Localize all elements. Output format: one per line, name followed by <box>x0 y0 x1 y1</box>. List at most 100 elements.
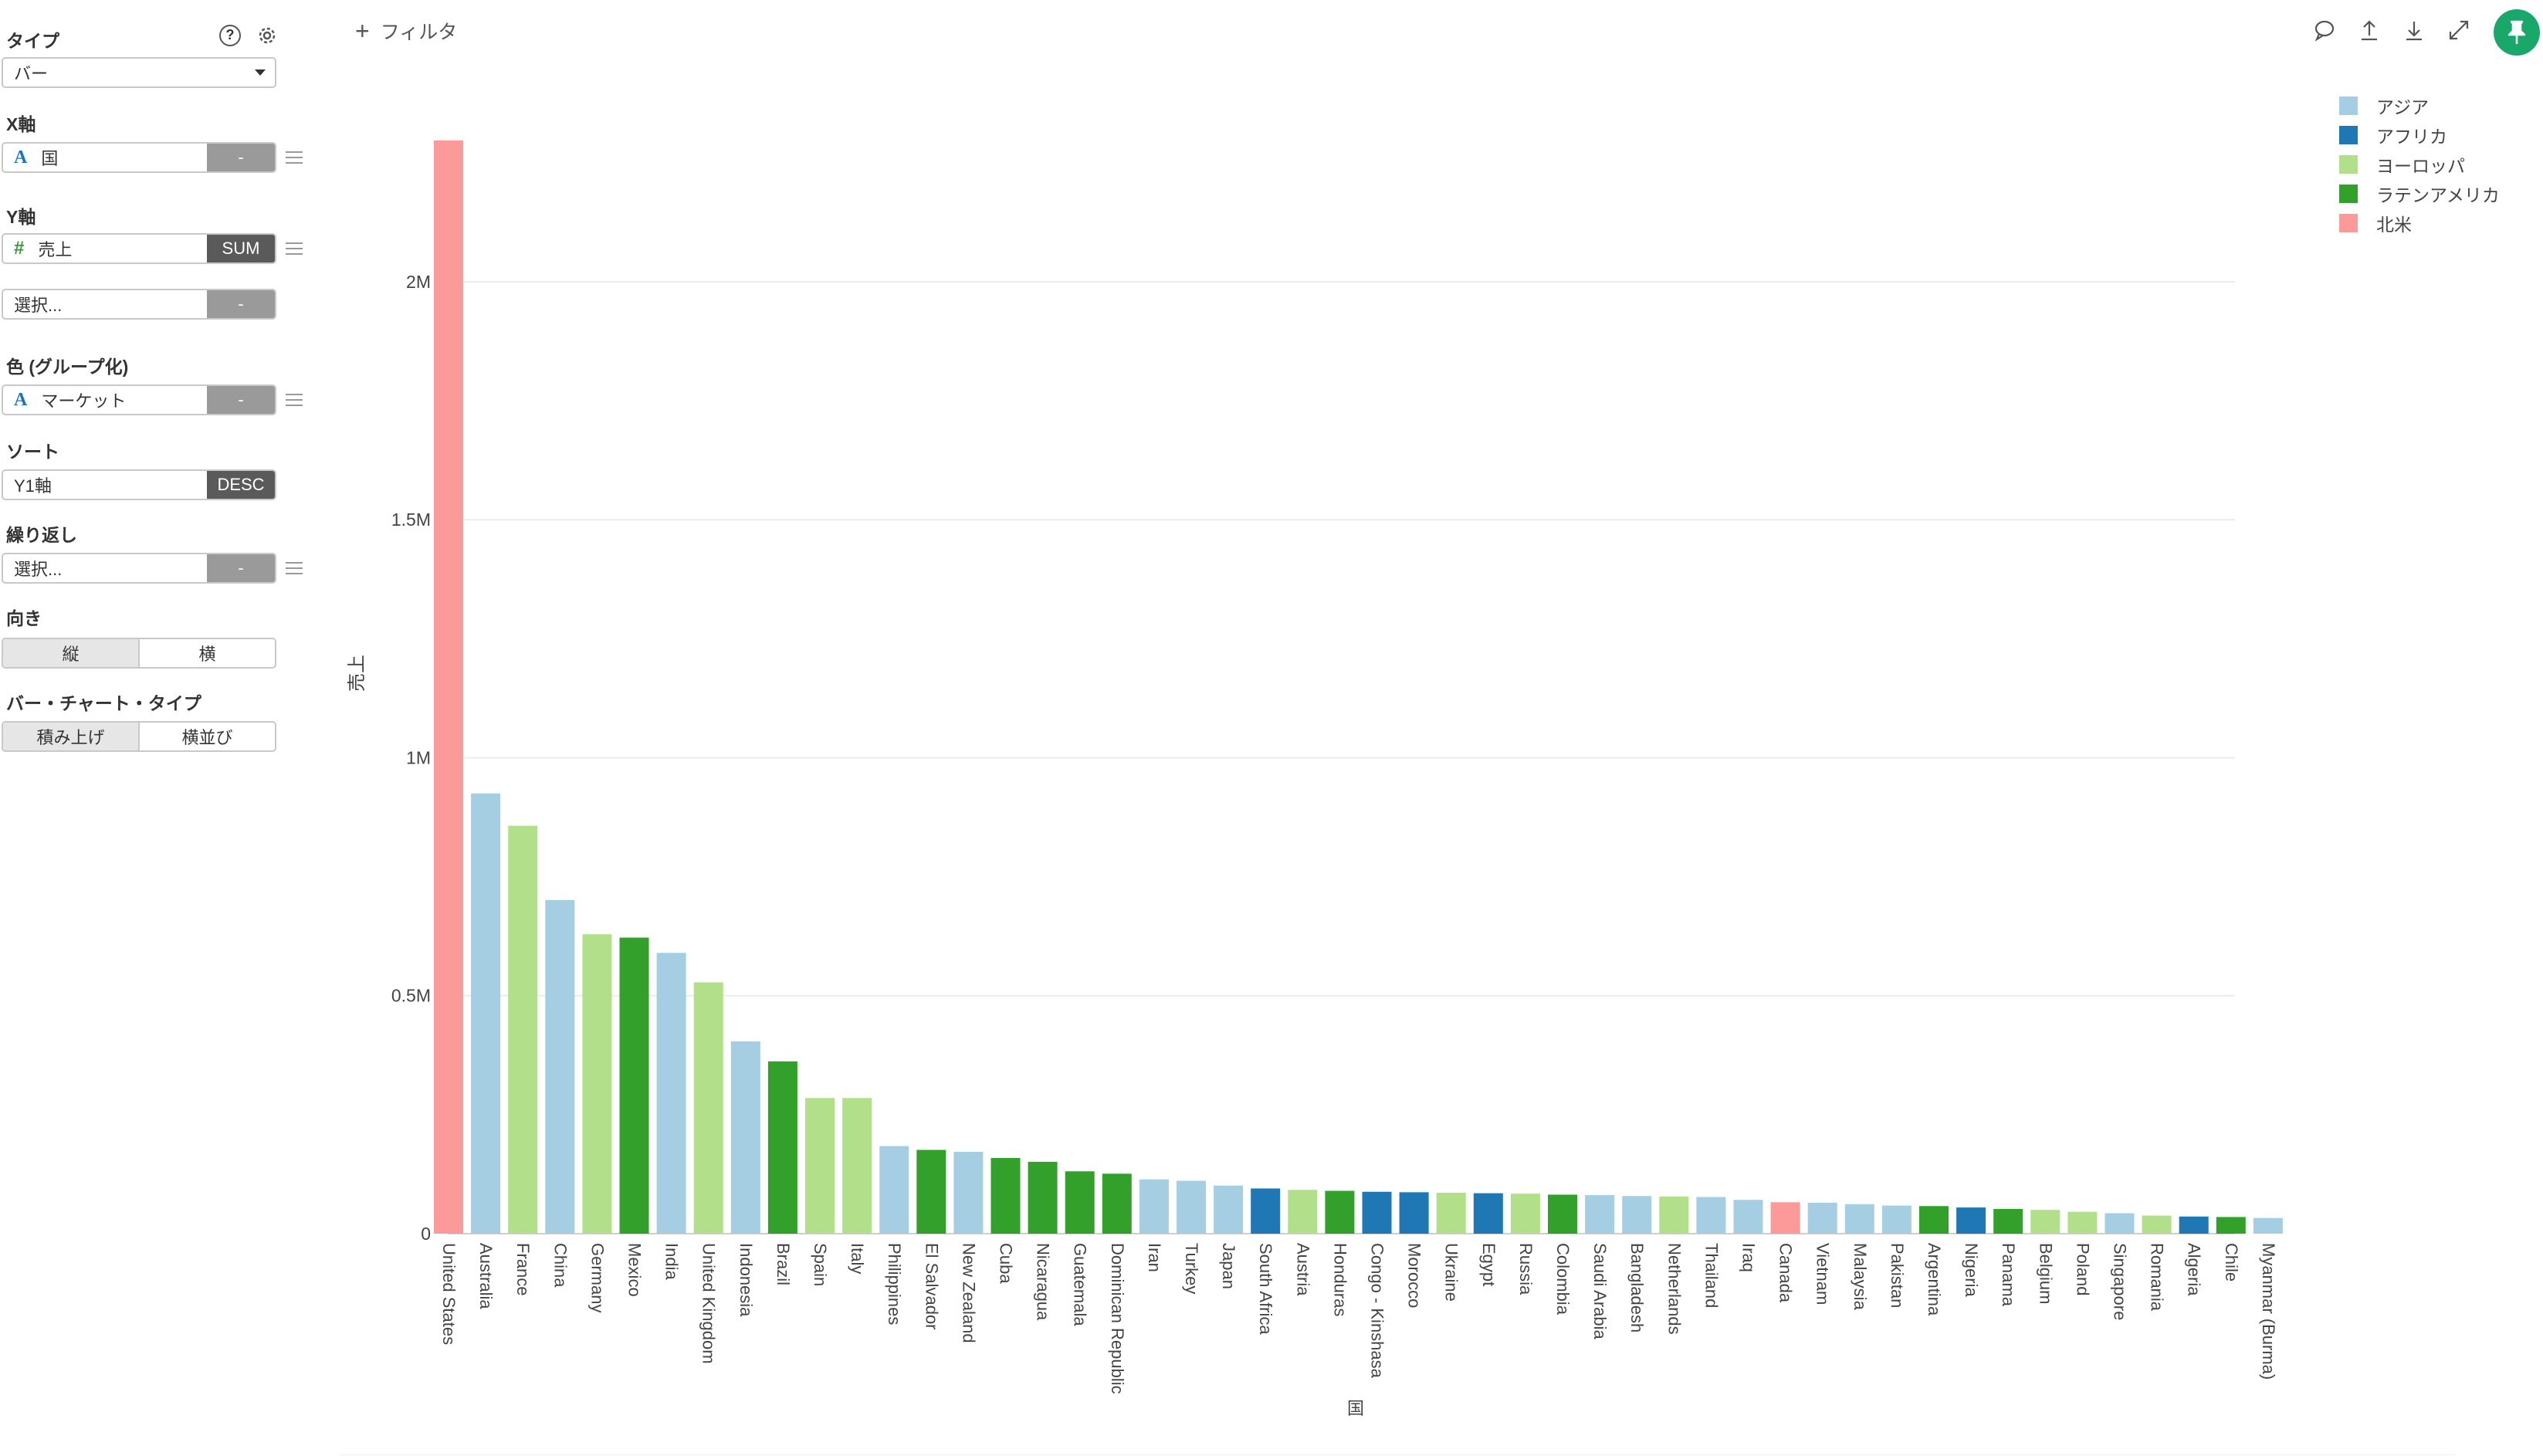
pin-button[interactable] <box>2494 9 2540 56</box>
y-tick-label: 2M <box>406 272 431 292</box>
bar-saudi-arabia[interactable] <box>1585 1195 1615 1234</box>
upload-icon[interactable] <box>2358 19 2381 42</box>
legend-item[interactable]: ラテンアメリカ <box>2339 179 2500 208</box>
orientation-vertical-option[interactable]: 縦 <box>3 639 138 667</box>
bar-mexico[interactable] <box>619 937 649 1234</box>
bar-ukraine[interactable] <box>1436 1192 1466 1234</box>
repeat-agg-button[interactable]: - <box>207 554 275 582</box>
bar-vietnam[interactable] <box>1807 1202 1837 1234</box>
x-tick-label: Italy <box>848 1243 867 1274</box>
add-filter-button[interactable]: + フィルタ <box>355 17 457 45</box>
bar-france[interactable] <box>508 825 538 1234</box>
bar-el-salvador[interactable] <box>916 1150 946 1234</box>
x-tick-label: Algeria <box>2185 1243 2204 1296</box>
bar-philippines[interactable] <box>879 1146 909 1234</box>
bar-italy[interactable] <box>842 1098 872 1234</box>
legend-item[interactable]: ヨーロッパ <box>2339 150 2500 179</box>
drag-handle-icon[interactable] <box>286 562 303 574</box>
y-axis-agg-button[interactable]: SUM <box>207 235 275 262</box>
bar-morocco[interactable] <box>1399 1192 1429 1234</box>
bar-pakistan[interactable] <box>1881 1205 1911 1234</box>
orientation-horizontal-option[interactable]: 横 <box>138 639 275 667</box>
bar-iran[interactable] <box>1139 1179 1169 1234</box>
bar-canada[interactable] <box>1770 1202 1800 1234</box>
type-label: タイプ <box>6 31 59 51</box>
x-tick-label: Singapore <box>2111 1243 2130 1320</box>
bar-singapore[interactable] <box>2104 1213 2135 1234</box>
bar-austria[interactable] <box>1288 1190 1318 1234</box>
color-field[interactable]: A マーケット - <box>2 384 276 415</box>
y-axis-extra-field[interactable]: 選択... - <box>2 289 276 320</box>
bar-turkey[interactable] <box>1177 1180 1206 1234</box>
sort-order-button[interactable]: DESC <box>207 471 275 499</box>
download-icon[interactable] <box>2402 19 2426 42</box>
bar-honduras[interactable] <box>1325 1190 1355 1234</box>
bar-china[interactable] <box>545 899 575 1234</box>
y-axis-field[interactable]: # 売上 SUM <box>2 233 276 264</box>
bar-thailand[interactable] <box>1696 1197 1726 1234</box>
sort-field[interactable]: Y1軸 DESC <box>2 469 276 500</box>
bar-iraq[interactable] <box>1733 1200 1763 1234</box>
expand-icon[interactable] <box>2447 19 2470 42</box>
bar-netherlands[interactable] <box>1659 1196 1689 1234</box>
drag-handle-icon[interactable] <box>286 242 303 255</box>
repeat-field[interactable]: 選択... - <box>2 553 276 584</box>
bar-new-zealand[interactable] <box>953 1151 984 1234</box>
bar-egypt[interactable] <box>1473 1193 1503 1234</box>
bar-cuba[interactable] <box>990 1157 1021 1234</box>
bar-guatemala[interactable] <box>1065 1171 1095 1234</box>
bar-india[interactable] <box>656 953 686 1234</box>
bar-malaysia[interactable] <box>1844 1204 1874 1234</box>
x-tick-label: Iran <box>1145 1243 1164 1272</box>
bar-nicaragua[interactable] <box>1028 1161 1058 1234</box>
bar-argentina[interactable] <box>1919 1206 1949 1234</box>
bar-belgium[interactable] <box>2030 1210 2060 1234</box>
legend-item[interactable]: 北米 <box>2339 208 2500 238</box>
bar-colombia[interactable] <box>1548 1194 1577 1234</box>
bar-brazil[interactable] <box>767 1061 797 1234</box>
color-agg-button[interactable]: - <box>207 386 275 414</box>
bar-dominican-republic[interactable] <box>1102 1173 1132 1234</box>
bar-nigeria[interactable] <box>1956 1207 1986 1234</box>
bar-spain[interactable] <box>805 1098 835 1234</box>
help-icon[interactable]: ? <box>219 25 241 46</box>
bar-south-africa[interactable] <box>1251 1188 1281 1234</box>
x-tick-label: Myanmar (Burma) <box>2259 1243 2278 1380</box>
x-axis-agg-button[interactable]: - <box>207 144 275 171</box>
side-by-side-option[interactable]: 横並び <box>138 723 275 750</box>
legend-swatch <box>2339 155 2358 174</box>
x-axis-title: 国 <box>1347 1399 1364 1418</box>
bar-australia[interactable] <box>471 793 501 1234</box>
x-tick-label: Colombia <box>1553 1243 1573 1315</box>
chart-type-select[interactable]: バー <box>2 57 276 88</box>
y-axis-extra-agg-button[interactable]: - <box>207 290 275 318</box>
legend-item[interactable]: アフリカ <box>2339 120 2500 150</box>
bar-congo-kinshasa[interactable] <box>1362 1191 1392 1234</box>
gear-icon[interactable] <box>256 25 278 46</box>
bar-bangladesh[interactable] <box>1622 1196 1652 1234</box>
x-tick-label: Romania <box>2148 1243 2167 1312</box>
number-type-icon: # <box>14 238 25 259</box>
comment-icon[interactable] <box>2313 19 2336 42</box>
x-tick-label: Russia <box>1516 1243 1536 1295</box>
x-tick-label: Germany <box>587 1243 607 1312</box>
bar-germany[interactable] <box>582 934 612 1234</box>
drag-handle-icon[interactable] <box>286 394 303 406</box>
x-tick-label: Spain <box>811 1243 830 1286</box>
drag-handle-icon[interactable] <box>286 151 303 164</box>
bar-panama[interactable] <box>1993 1208 2023 1234</box>
bar-myanmar-burma-[interactable] <box>2253 1217 2283 1234</box>
bar-romania[interactable] <box>2142 1215 2172 1234</box>
bar-algeria[interactable] <box>2179 1216 2209 1234</box>
bar-poland[interactable] <box>2067 1211 2098 1234</box>
x-tick-label: Nigeria <box>1962 1243 1981 1297</box>
legend-item[interactable]: アジア <box>2339 91 2500 120</box>
bar-united-kingdom[interactable] <box>693 982 723 1234</box>
bar-united-states[interactable] <box>434 140 463 1234</box>
stacked-option[interactable]: 積み上げ <box>3 723 138 750</box>
bar-chile[interactable] <box>2216 1217 2246 1234</box>
bar-indonesia[interactable] <box>730 1041 760 1234</box>
bar-japan[interactable] <box>1214 1185 1244 1234</box>
bar-russia[interactable] <box>1510 1194 1540 1234</box>
